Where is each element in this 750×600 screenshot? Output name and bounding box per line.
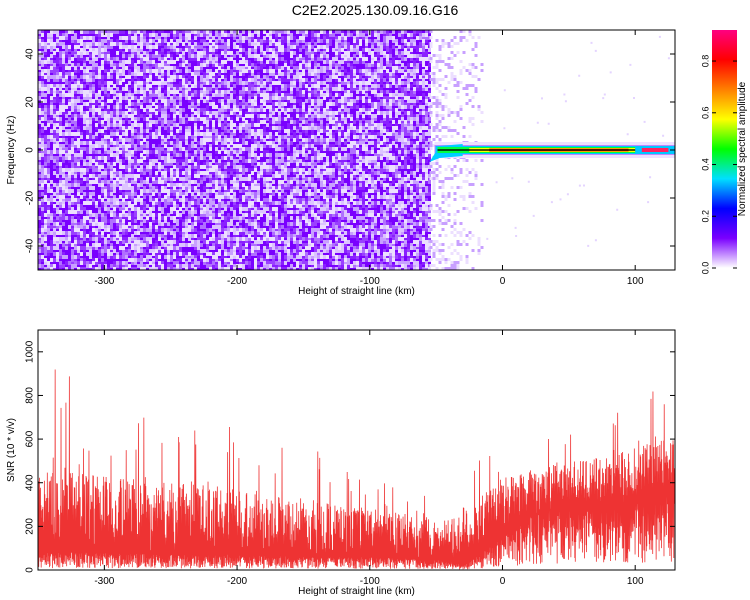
colorbar-tick-label: 0.8	[700, 55, 710, 68]
x-tick-label: -300	[94, 576, 114, 587]
noise-cells	[38, 30, 431, 270]
chart-title: C2E2.2025.130.09.16.G16	[291, 2, 459, 18]
band-right-red	[641, 148, 669, 152]
y-tick-label: 1000	[25, 340, 36, 363]
x-tick-label: 100	[627, 276, 644, 287]
y-tick-label: 600	[25, 430, 36, 447]
snr-series-line	[38, 369, 675, 570]
x-tick-label: -100	[360, 276, 380, 287]
noise-cells	[38, 30, 431, 270]
y-tick-label: -40	[25, 238, 36, 253]
x-tick-label: 0	[500, 576, 506, 587]
sparse-cells	[429, 30, 484, 270]
x-tick-label: -100	[360, 576, 380, 587]
y-tick-label: 400	[25, 474, 36, 491]
snr-axes: -300 -200 -100 0 10002004006008001000Height …	[6, 330, 675, 597]
x-tick-label: 100	[627, 576, 644, 587]
x-tick-label: -200	[227, 276, 247, 287]
band-centerline	[437, 149, 675, 151]
colorbar: 0.0 0.2 0.4 0.6 0.8 Normalized spectral ampli…	[700, 30, 748, 274]
colorbar-tick-label: 0.4	[700, 158, 710, 171]
x-tick-label: 0	[500, 276, 506, 287]
colorbar-label: Normalized spectral amplitude	[737, 81, 748, 216]
noise-cells	[38, 30, 431, 270]
spectrogram-panel	[38, 30, 675, 270]
signal-band	[429, 142, 675, 162]
y-tick-label: 40	[25, 48, 36, 60]
y-tick-label: 0	[25, 147, 36, 153]
y-tick-label: 200	[25, 518, 36, 535]
y-tick-label: -20	[25, 190, 36, 205]
y-tick-label: 800	[25, 387, 36, 404]
colorbar-tick-label: 0.2	[700, 210, 710, 223]
x-tick-label: -200	[227, 576, 247, 587]
x-tick-label: -300	[94, 276, 114, 287]
y-axis-label: Frequency (Hz)	[6, 116, 17, 185]
colorbar-tick-label: 0.0	[700, 262, 710, 275]
snr-frame	[37, 329, 676, 571]
x-axis-label: Height of straight line (km)	[298, 586, 415, 597]
y-tick-label: 20	[25, 96, 36, 108]
noise-speckle	[38, 30, 431, 270]
y-tick-label: 0	[25, 567, 36, 573]
snr-panel	[38, 369, 675, 570]
colorbar-gradient	[712, 30, 737, 268]
colorbar-tick-label: 0.6	[700, 107, 710, 120]
x-axis-label: Height of straight line (km)	[298, 286, 415, 297]
y-axis-label: SNR (10 * v/v)	[6, 418, 17, 482]
